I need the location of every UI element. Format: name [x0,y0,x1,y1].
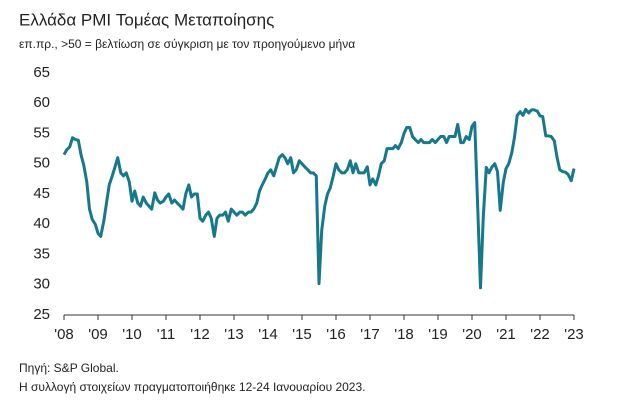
y-tick-label: 40 [33,215,50,232]
x-tick-label: '20 [462,326,482,343]
x-tick-label: '21 [496,326,516,343]
y-tick-label: 35 [33,245,50,262]
x-tick-label: '08 [54,326,74,343]
y-tick-label: 25 [33,306,50,323]
y-tick-label: 65 [33,64,50,81]
x-tick-label: '18 [394,326,414,343]
x-tick-label: '15 [292,326,312,343]
y-tick-label: 60 [33,94,50,111]
x-tick-label: '22 [530,326,550,343]
y-tick-label: 55 [33,124,50,141]
y-tick-label: 30 [33,276,50,293]
pmi-line [62,107,576,290]
x-tick-label: '09 [88,326,108,343]
chart-subtitle: επ.πρ., >50 = βελτίωση σε σύγκριση με το… [19,37,355,51]
chart-title: Ελλάδα PMI Τομέας Μεταποίησης [19,10,274,29]
x-tick-label: '12 [190,326,210,343]
x-tick-label: '10 [122,326,142,343]
x-tick-label: '13 [224,326,244,343]
y-tick-label: 45 [33,185,50,202]
note: Η συλλογή στοιχείων πραγματοποιήθηκε 12-… [19,380,366,394]
x-tick-label: '11 [157,326,175,343]
x-tick-label: '17 [360,326,380,343]
x-tick-label: '16 [326,326,346,343]
x-tick-label: '23 [564,326,584,343]
source: Πηγή: S&P Global. [19,361,119,375]
y-tick-label: 50 [33,155,50,172]
x-tick-label: '14 [258,326,278,343]
x-tick-label: '19 [428,326,448,343]
